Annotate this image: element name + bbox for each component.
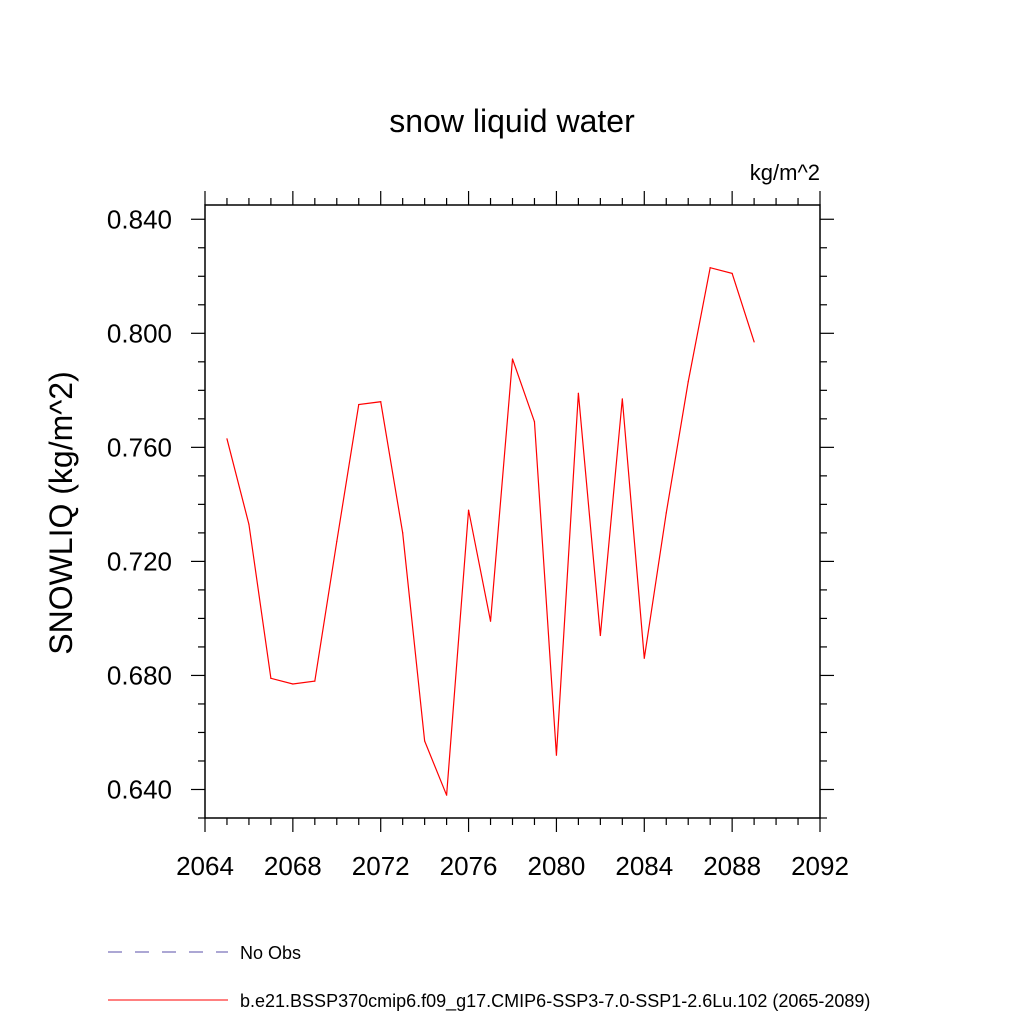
axis-tick-labels: 2064 2068 2072 2076 2080 2084 2088 2092 0.640 0.6…: [107, 204, 849, 881]
x-tick-label: 2068: [264, 851, 322, 881]
data-point: [555, 754, 558, 756]
x-tick-label: 2076: [440, 851, 498, 881]
data-point: [665, 512, 667, 514]
y-tick-label: 0.760: [107, 432, 172, 462]
data-point: [270, 677, 272, 679]
series-line-0: [226, 266, 755, 796]
y-axis-label: SNOWLIQ (kg/m^2): [43, 371, 79, 654]
data-point: [314, 680, 316, 682]
data-point: [753, 341, 755, 343]
data-point: [358, 403, 360, 406]
x-tick-label: 2080: [528, 851, 586, 881]
y-tick-label: 0.640: [107, 774, 172, 804]
data-point: [643, 657, 645, 659]
x-tick-label: 2084: [615, 851, 673, 881]
data-point: [446, 794, 448, 796]
x-tick-label: 2064: [176, 851, 234, 881]
y-tick-label: 0.680: [107, 660, 172, 690]
legend: No Obs b.e21.BSSP370cmip6.f09_g17.CMIP6-S…: [108, 943, 870, 1012]
data-point: [533, 421, 536, 423]
data-point: [402, 532, 404, 534]
series-layer: [226, 266, 755, 796]
data-point: [424, 740, 426, 742]
y-tick-label: 0.840: [107, 204, 172, 234]
legend-label-1: b.e21.BSSP370cmip6.f09_g17.CMIP6-SSP3-7.…: [240, 991, 870, 1012]
data-point: [467, 509, 470, 511]
x-tick-label: 2088: [703, 851, 761, 881]
data-point: [599, 634, 601, 637]
chart-title: snow liquid water: [389, 103, 635, 139]
plot-frame: [204, 204, 821, 819]
data-point: [489, 620, 492, 622]
data-point: [687, 381, 689, 383]
data-point: [380, 401, 382, 403]
data-point: [621, 398, 623, 400]
y-tick-label: 0.720: [107, 546, 172, 576]
data-point: [709, 267, 711, 269]
units-label: kg/m^2: [750, 160, 820, 185]
data-point: [226, 438, 228, 440]
x-tick-label: 2072: [352, 851, 410, 881]
data-point: [577, 392, 579, 394]
y-tick-label: 0.800: [107, 318, 172, 348]
data-point: [292, 683, 294, 685]
data-point: [248, 523, 250, 525]
data-point: [511, 358, 514, 360]
data-point: [336, 540, 338, 543]
legend-label-0: No Obs: [240, 943, 301, 963]
x-tick-label: 2092: [791, 851, 849, 881]
data-point: [731, 272, 733, 275]
axis-ticks: [191, 191, 834, 832]
